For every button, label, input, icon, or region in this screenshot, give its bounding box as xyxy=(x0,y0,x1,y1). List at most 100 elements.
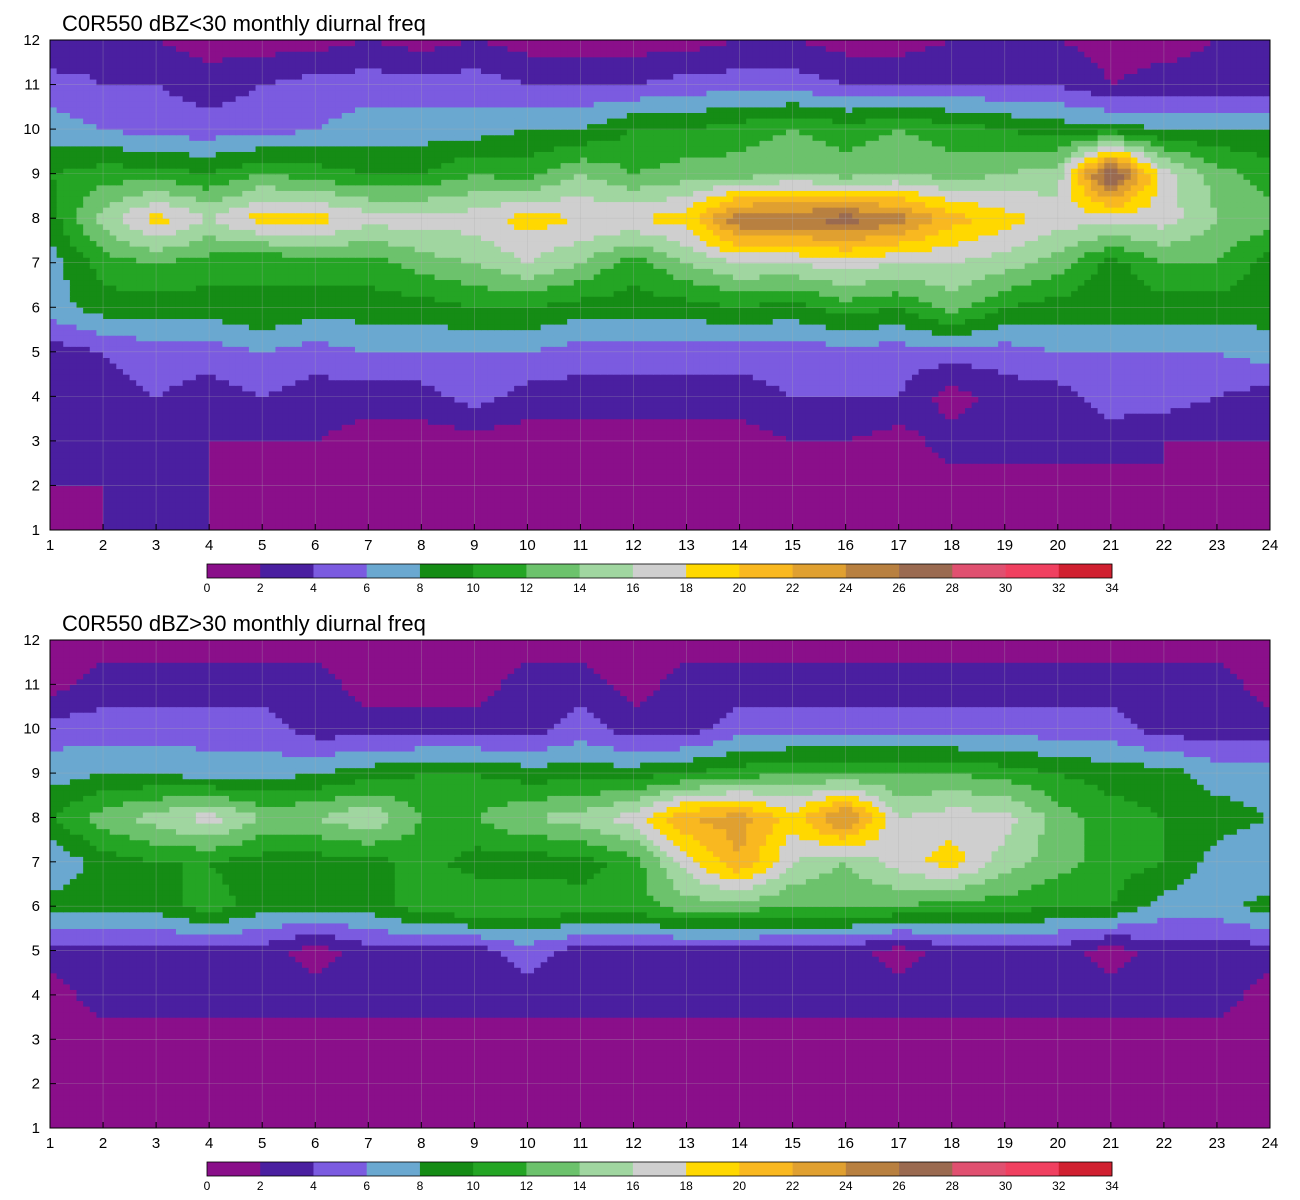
heatmap-cell xyxy=(89,479,98,487)
heatmap-cell xyxy=(315,457,323,464)
heatmap-cell xyxy=(819,491,827,498)
heatmap-cell xyxy=(534,524,542,530)
heatmap-cell xyxy=(262,468,270,475)
heatmap-cell xyxy=(1190,418,1198,425)
heatmap-cell xyxy=(1018,479,1026,487)
heatmap-cell xyxy=(653,502,661,509)
heatmap-cell xyxy=(427,401,436,409)
heatmap-cell xyxy=(719,401,727,409)
heatmap-cell xyxy=(785,463,794,470)
heatmap-cell xyxy=(1243,485,1251,492)
heatmap-cell xyxy=(96,362,104,370)
heatmap-cell xyxy=(805,496,814,503)
heatmap-cell xyxy=(175,374,184,381)
heatmap-cell xyxy=(248,513,257,520)
heatmap-cell xyxy=(1163,513,1172,520)
heatmap-cell xyxy=(660,479,668,487)
heatmap-cell xyxy=(467,418,475,425)
heatmap-cell xyxy=(1157,524,1165,530)
heatmap-cell xyxy=(461,496,469,503)
heatmap-cell xyxy=(215,435,223,442)
heatmap-cell xyxy=(215,429,223,436)
heatmap-cell xyxy=(620,524,628,530)
heatmap-cell xyxy=(706,429,714,436)
heatmap-cell xyxy=(1263,452,1270,459)
heatmap-cell xyxy=(1203,429,1211,436)
heatmap-cell xyxy=(1236,507,1245,514)
heatmap-cell xyxy=(819,507,827,514)
heatmap-cell xyxy=(109,468,117,475)
heatmap-cell xyxy=(1144,485,1152,492)
heatmap-cell xyxy=(189,385,197,392)
heatmap-cell xyxy=(858,463,867,470)
heatmap-cell xyxy=(109,368,117,375)
heatmap-cell xyxy=(1018,452,1026,459)
heatmap-cell xyxy=(421,379,429,386)
heatmap-cell xyxy=(122,452,131,459)
heatmap-cell xyxy=(1011,507,1019,514)
heatmap-cell xyxy=(229,440,237,448)
heatmap-cell xyxy=(785,452,794,459)
heatmap-cell xyxy=(911,474,920,481)
heatmap-cell xyxy=(308,390,316,397)
heatmap-cell xyxy=(487,513,495,520)
heatmap-cell xyxy=(361,502,369,509)
heatmap-cell xyxy=(766,507,774,514)
heatmap-cell xyxy=(1077,407,1085,414)
heatmap-cell xyxy=(229,435,237,442)
heatmap-cell xyxy=(613,502,621,509)
heatmap-cell xyxy=(421,385,429,392)
heatmap-cell xyxy=(156,524,164,530)
heatmap-cell xyxy=(335,491,343,498)
heatmap-cell xyxy=(50,413,58,420)
heatmap-cell xyxy=(998,446,1006,453)
heatmap-cell xyxy=(792,452,800,459)
heatmap-cell xyxy=(1117,474,1125,481)
heatmap-cell xyxy=(1110,479,1119,487)
heatmap-cell xyxy=(1197,424,1205,431)
heatmap-cell xyxy=(878,491,887,498)
heatmap-cell xyxy=(76,390,84,397)
heatmap-cell xyxy=(136,457,144,464)
heatmap-cell xyxy=(414,429,422,436)
heatmap-cell xyxy=(142,429,151,436)
heatmap-cell xyxy=(69,407,78,414)
heatmap-cell xyxy=(335,368,343,375)
heatmap-cell xyxy=(965,513,973,520)
heatmap-cell xyxy=(1170,446,1178,453)
heatmap-cell xyxy=(222,351,230,358)
heatmap-cell xyxy=(520,362,528,370)
heatmap-cell xyxy=(162,396,170,403)
heatmap-cell xyxy=(109,385,117,392)
heatmap-cell xyxy=(229,413,237,420)
heatmap-cell xyxy=(142,502,151,509)
heatmap-cell xyxy=(89,452,98,459)
heatmap-cell xyxy=(792,440,800,448)
heatmap-cell xyxy=(865,513,873,520)
heatmap-cell xyxy=(646,407,654,414)
heatmap-cell xyxy=(209,385,217,392)
heatmap-cell xyxy=(83,440,91,448)
heatmap-cell xyxy=(673,407,681,414)
heatmap-cell xyxy=(573,485,582,492)
heatmap-cell xyxy=(275,401,283,409)
heatmap-cell xyxy=(514,429,522,436)
heatmap-cell xyxy=(1011,485,1019,492)
heatmap-cell xyxy=(341,524,349,530)
heatmap-cell xyxy=(63,463,71,470)
heatmap-cell xyxy=(785,396,794,403)
heatmap-cell xyxy=(805,485,814,492)
heatmap-cell xyxy=(613,507,621,514)
heatmap-cell xyxy=(839,479,847,487)
heatmap-cell xyxy=(699,396,708,403)
heatmap-cell xyxy=(606,524,615,530)
heatmap-cell xyxy=(427,474,436,481)
heatmap-cell xyxy=(951,440,959,448)
heatmap-cell xyxy=(308,485,316,492)
heatmap-cell xyxy=(301,496,310,503)
heatmap-cell xyxy=(706,491,714,498)
heatmap-cell xyxy=(1004,401,1013,409)
heatmap-cell xyxy=(991,502,999,509)
heatmap-cell xyxy=(156,424,164,431)
heatmap-cell xyxy=(56,357,64,364)
